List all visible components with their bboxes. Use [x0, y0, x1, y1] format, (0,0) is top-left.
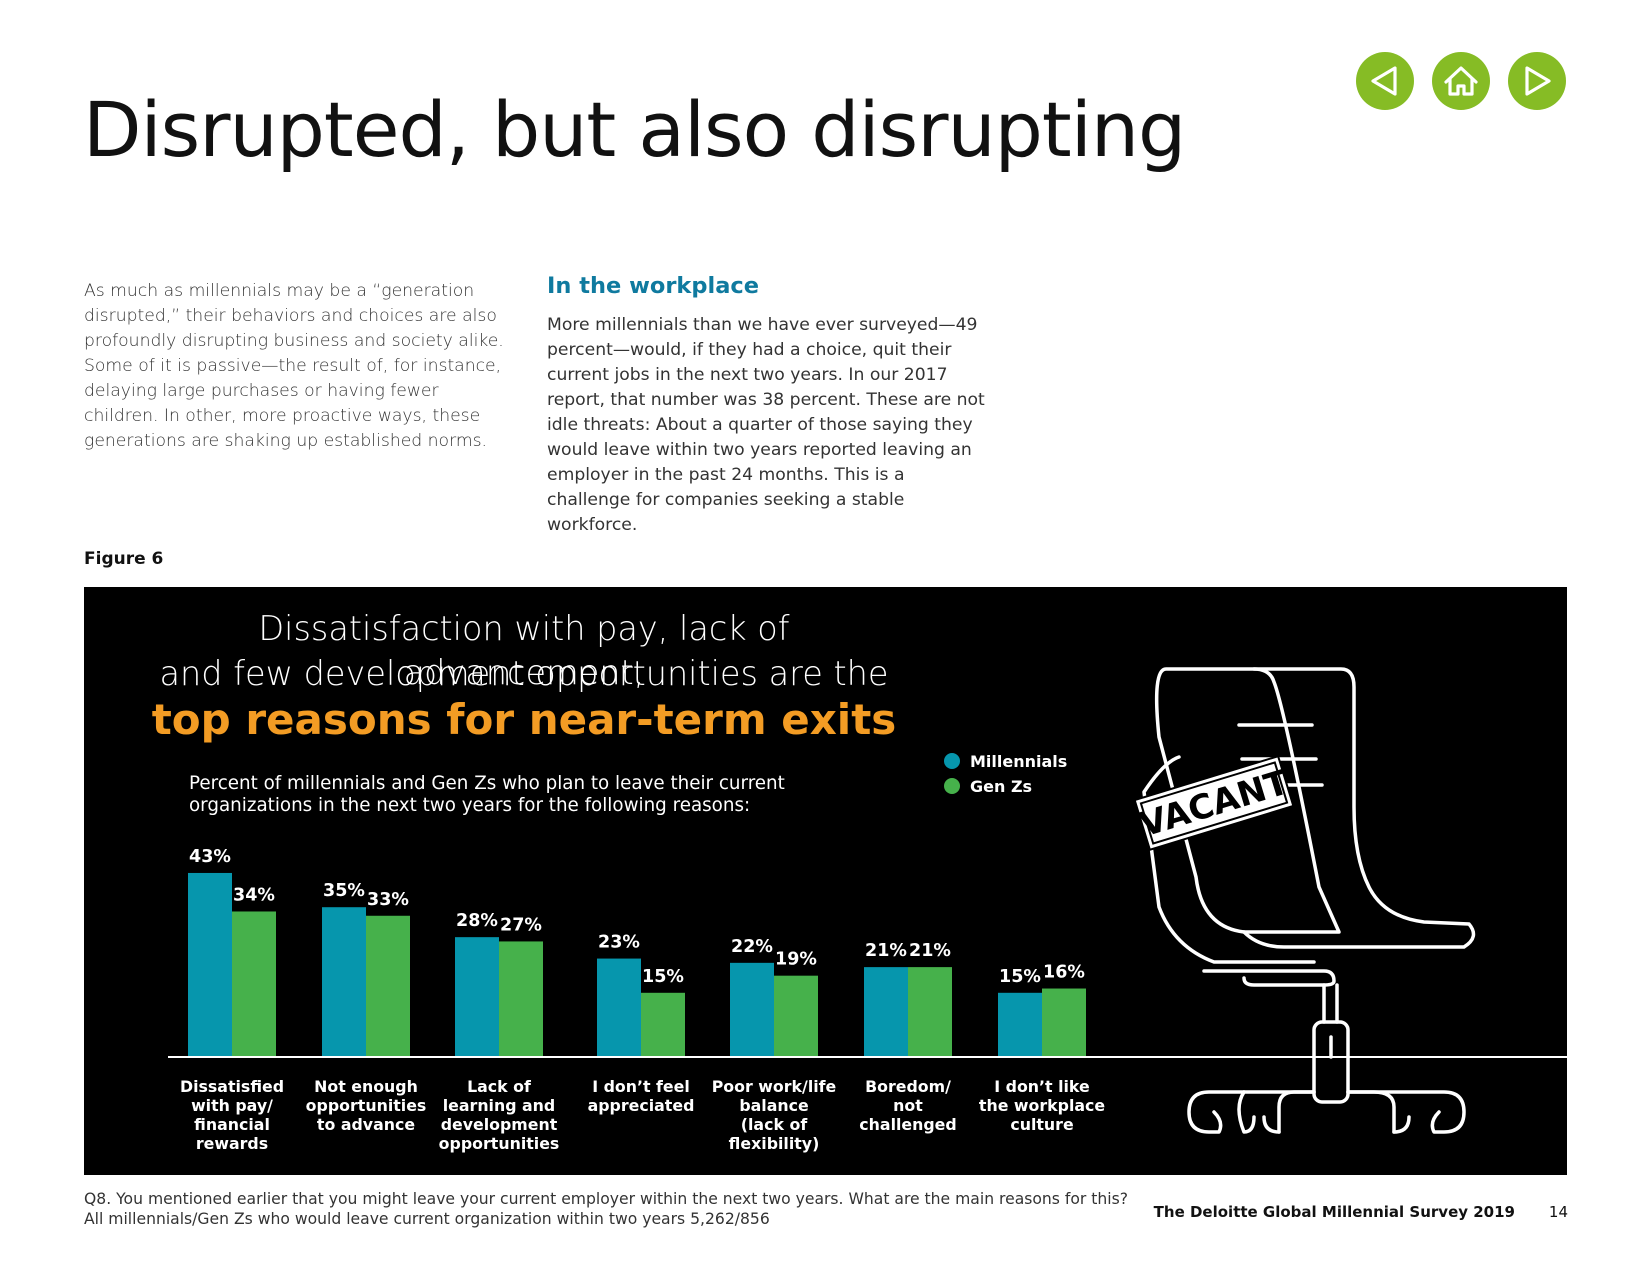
bar-millennials-1: [188, 872, 232, 1057]
figure-label: Figure 6: [84, 549, 164, 569]
figure-headline-highlight: top reasons for near-term exits: [151, 695, 897, 744]
workplace-paragraph: More millennials than we have ever surve…: [547, 315, 985, 535]
triangle-left-icon: [1371, 66, 1397, 96]
bar-genz-1: [232, 911, 276, 1057]
bar-genz-3: [499, 941, 543, 1057]
figure-panel: Dissatisfaction with pay, lack of advanc…: [84, 587, 1567, 1175]
value-label-millennials-3: 28%: [456, 911, 498, 931]
value-label-millennials-6: 21%: [865, 941, 907, 961]
vacant-sign: VACANT: [1133, 754, 1295, 852]
footnote: Q8. You mentioned earlier that you might…: [84, 1189, 1164, 1229]
category-label-2: Not enough opportunities to advance: [305, 1077, 427, 1134]
value-label-millennials-1: 43%: [189, 847, 231, 867]
value-label-millennials-5: 22%: [731, 937, 773, 957]
publication-name: The Deloitte Global Millennial Survey 20…: [1153, 1203, 1515, 1221]
home-button[interactable]: [1432, 52, 1490, 110]
value-label-genz-3: 27%: [500, 915, 542, 935]
legend-millennials: Millennials: [944, 752, 1067, 771]
value-label-genz-6: 21%: [909, 941, 951, 961]
legend-swatch-millennials: [944, 753, 960, 769]
value-label-millennials-7: 15%: [999, 967, 1041, 987]
page-title: Disrupted, but also disrupting: [83, 85, 1186, 174]
bar-millennials-7: [998, 992, 1042, 1057]
value-label-genz-4: 15%: [642, 967, 684, 987]
category-label-7: I don’t like the workplace culture: [978, 1077, 1106, 1134]
value-label-genz-7: 16%: [1043, 963, 1085, 983]
bar-chart: 43%34% 35% 33%28% 27%23%15%22%19% 21% 21%15% 1…: [168, 667, 1567, 1134]
bar-millennials-5: [730, 962, 774, 1057]
figure-subtitle: Percent of millennials and Gen Zs who pl…: [189, 773, 785, 816]
survey-base: All millennials/Gen Zs who would leave c…: [84, 1210, 770, 1228]
bar-genz-2: [366, 915, 410, 1057]
value-label-genz-1: 34%: [233, 885, 275, 905]
value-label-genz-5: 19%: [775, 950, 817, 970]
bar-millennials-6: [864, 967, 908, 1057]
value-label-genz-2: 33%: [367, 890, 409, 910]
value-label-millennials-2: 35%: [323, 881, 365, 901]
legend-swatch-genz: [944, 778, 960, 794]
bar-millennials-2: [322, 907, 366, 1057]
workplace-heading: In the workplace: [547, 273, 759, 299]
bar-genz-5: [774, 975, 818, 1057]
bar-genz-6: [908, 967, 952, 1057]
intro-paragraph: As much as millennials may be a “generat…: [84, 281, 504, 451]
legend-label-millennials: Millennials: [970, 752, 1068, 771]
category-label-4: I don’t feel appreciated: [587, 1077, 695, 1115]
triangle-right-icon: [1525, 66, 1551, 96]
category-label-5: Poor work/life balance (lack of flexibility…: [711, 1077, 837, 1153]
next-page-button[interactable]: [1508, 52, 1566, 110]
bar-genz-4: [641, 992, 685, 1057]
empty-chair-illustration: [1142, 667, 1476, 1134]
value-label-millennials-4: 23%: [598, 933, 640, 953]
category-label-1: Dissatisfied with pay/financial rewards: [179, 1077, 285, 1153]
bar-millennials-3: [455, 937, 499, 1057]
bar-millennials-4: [597, 958, 641, 1057]
category-label-6: Boredom/not challenged: [859, 1077, 957, 1134]
figure-headline-line2: and few development opportunities are th…: [159, 654, 889, 693]
home-icon: [1444, 66, 1478, 96]
previous-page-button[interactable]: [1356, 52, 1414, 110]
figure-headline-line1: Dissatisfaction with pay, lack of advanc…: [258, 609, 790, 692]
category-label-3: Lack of learning and development opportunit…: [438, 1077, 560, 1153]
survey-question: Q8. You mentioned earlier that you might…: [84, 1190, 1129, 1208]
page-number: 14: [1548, 1203, 1568, 1221]
legend-genz: Gen Zs: [944, 777, 1032, 796]
bar-genz-7: [1042, 988, 1086, 1057]
legend-label-genz: Gen Zs: [970, 777, 1033, 796]
